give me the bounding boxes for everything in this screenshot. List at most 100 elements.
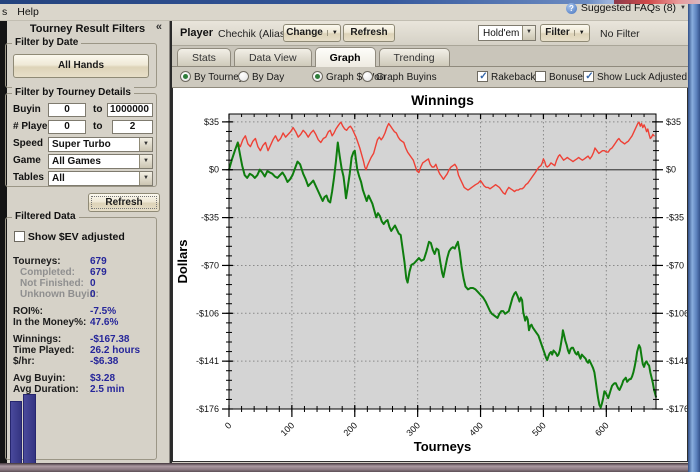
svg-text:$0: $0 (209, 165, 219, 175)
svg-text:Winnings: Winnings (411, 92, 474, 108)
sidebar-left-edge (0, 21, 7, 463)
stat-row-itm: In the Money%: 47.6% (13, 317, 119, 328)
speed-row: Speed Super Turbo ▼ (6, 137, 156, 152)
sidebar-collapse-button[interactable]: « (155, 21, 162, 33)
game-type-value: Hold'em (483, 28, 520, 39)
speed-select[interactable]: Super Turbo ▼ (48, 137, 153, 152)
by-day-option[interactable]: By Day (238, 71, 284, 84)
filtered-stats: Tourneys: 679 Completed: 679 Not Finished:… (6, 256, 154, 395)
main-panel: Player Chechik (Alias) Change ▼ Refresh H… (170, 21, 688, 463)
bonuses-option[interactable]: Bonuses (535, 71, 588, 84)
tab-data-view[interactable]: Data View (233, 48, 312, 66)
menu-item-truncated[interactable]: s (2, 6, 8, 18)
game-type-combobox[interactable]: Hold'em ▼ (478, 25, 536, 41)
window-bottom-border (0, 463, 688, 472)
filtered-data-legend: Filtered Data (12, 211, 79, 222)
by-day-radio[interactable] (238, 71, 249, 82)
players-to-input[interactable]: 2 (112, 120, 153, 134)
tab-trending[interactable]: Trending (378, 48, 450, 66)
graph-buyins-radio[interactable] (362, 71, 373, 82)
chevron-down-icon[interactable]: ▼ (139, 138, 152, 151)
by-tourney-option[interactable]: By Tourney (180, 71, 244, 84)
tables-select-value: All (52, 173, 65, 184)
filtered-data-group: Filtered Data Show $EV adjusted Tourneys… (5, 211, 157, 460)
svg-text:-$141: -$141 (666, 356, 687, 366)
filter-button[interactable]: Filter ▼ (540, 24, 590, 42)
buyin-to-input[interactable]: 1000000 (107, 103, 153, 117)
chevron-down-icon: ▼ (680, 5, 686, 11)
close-button-fragment[interactable] (614, 0, 700, 4)
tab-stats[interactable]: Stats (177, 48, 231, 66)
rakeback-option[interactable]: Rakeback (477, 71, 535, 84)
buyin-to-word: to (93, 104, 103, 115)
ev-adjusted-row: Show $EV adjusted (14, 231, 125, 243)
suggested-faqs[interactable]: ? Suggested FAQs (8) ▼ (565, 2, 686, 14)
stat-row-tourneys: Tourneys: 679 (13, 256, 107, 267)
chevron-down-icon[interactable]: ▼ (139, 172, 152, 185)
series-line (228, 141, 657, 409)
players-from-input[interactable]: 0 (48, 120, 86, 134)
game-select[interactable]: All Games ▼ (48, 154, 153, 169)
svg-text:-$35: -$35 (201, 213, 219, 223)
svg-text:200: 200 (341, 420, 359, 438)
change-player-button[interactable]: Change ▼ (283, 24, 341, 42)
ev-adjusted-checkbox[interactable] (14, 231, 25, 242)
svg-text:Dollars: Dollars (175, 239, 190, 283)
chevron-down-icon: ▼ (326, 30, 338, 36)
players-to-word: to (93, 121, 103, 132)
rakeback-checkbox[interactable] (477, 71, 489, 82)
winnings-chart: $35 $35 $0 $0 -$35 -$35 -$70 -$70 -$106 -$106 -$14… (175, 92, 687, 454)
svg-text:100: 100 (279, 420, 297, 438)
sidebar-title: Tourney Result Filters (29, 23, 146, 35)
players-row: # Players 0 to 2 (6, 120, 156, 134)
svg-text:600: 600 (593, 420, 611, 438)
winnings-chart-panel: $35 $35 $0 $0 -$35 -$35 -$70 -$70 -$106 -$106 -$14… (172, 88, 688, 462)
svg-text:-$141: -$141 (196, 356, 219, 366)
series-line (228, 121, 655, 195)
svg-text:300: 300 (404, 420, 422, 438)
player-label: Player (180, 27, 214, 39)
stat-row-winnings: Winnings: -$167.38 (13, 334, 130, 345)
svg-text:-$106: -$106 (196, 308, 219, 318)
refresh-button[interactable]: Refresh (343, 24, 395, 42)
stat-row-avg-duration: Avg Duration: 2.5 min (13, 384, 125, 395)
tables-select[interactable]: All ▼ (48, 171, 153, 186)
tab-graph[interactable]: Graph (314, 47, 376, 67)
stat-row-unknown-buyin: Unknown Buyin: 0 (20, 289, 99, 300)
player-bar: Player Chechik (Alias) Change ▼ Refresh H… (172, 21, 688, 46)
all-hands-button[interactable]: All Hands (13, 54, 149, 78)
sidebar-panel (7, 21, 170, 463)
tables-label: Tables (13, 172, 44, 183)
stat-row-completed: Completed: 679 (20, 267, 107, 278)
filter-by-tourney-details-group: Filter by Tourney Details Buyin 0 to 100… (5, 87, 157, 187)
chevron-down-icon[interactable]: ▼ (139, 155, 152, 168)
luck-adjusted-checkbox[interactable] (583, 71, 595, 82)
tables-row: Tables All ▼ (6, 171, 156, 186)
graph-buyins-option[interactable]: Graph Buyins (362, 71, 437, 84)
help-question-icon: ? (565, 2, 577, 14)
stat-row-time-played: Time Played: 26.2 hours (13, 345, 141, 356)
buyin-row: Buyin 0 to 1000000 (6, 103, 156, 117)
svg-text:$35: $35 (666, 117, 681, 127)
svg-text:400: 400 (467, 420, 485, 438)
svg-text:$35: $35 (204, 117, 219, 127)
svg-text:0: 0 (223, 420, 234, 431)
menu-bar: s Help (0, 4, 700, 21)
player-name: Chechik (Alias) (218, 28, 289, 40)
svg-text:-$176: -$176 (196, 404, 219, 414)
menu-item-help[interactable]: Help (17, 6, 39, 18)
bonuses-checkbox[interactable] (535, 71, 546, 82)
window-right-border (688, 4, 700, 472)
graph-won-option[interactable]: Graph $ Won (312, 71, 385, 84)
by-tourney-radio[interactable] (180, 71, 191, 82)
sidebar-refresh-button[interactable]: Refresh (88, 193, 160, 212)
filters-sidebar: Tourney Result Filters « Filter by Date … (0, 21, 170, 463)
game-select-value: All Games (52, 156, 101, 167)
stat-row-avg-buyin: Avg Buyin: $3.28 (13, 373, 116, 384)
filter-status: No Filter (600, 28, 640, 40)
chevron-down-icon[interactable]: ▼ (522, 26, 535, 40)
luck-adjusted-option[interactable]: Show Luck Adjusted Winnings (583, 71, 688, 84)
graph-won-radio[interactable] (312, 71, 323, 82)
buyin-from-input[interactable]: 0 (48, 103, 86, 117)
ev-adjusted-label: Show $EV adjusted (27, 231, 125, 243)
